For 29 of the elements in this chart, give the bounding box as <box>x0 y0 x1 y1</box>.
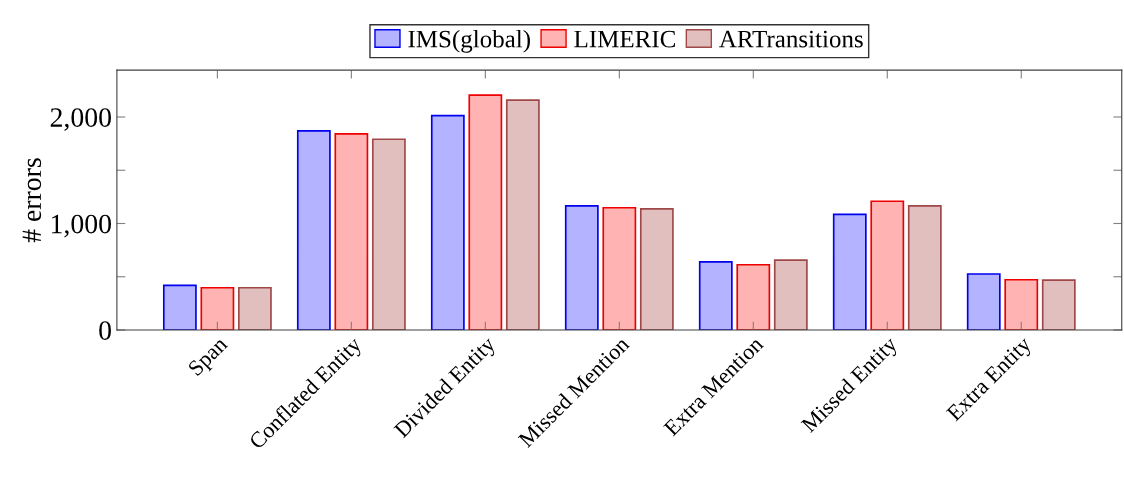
bar <box>162 284 197 330</box>
bar <box>639 207 674 330</box>
bar <box>296 130 331 330</box>
bar <box>1004 278 1039 330</box>
x-tick-label: Span <box>187 335 232 380</box>
y-tick-label: 2,000 <box>50 108 111 131</box>
bar <box>832 213 867 330</box>
legend-label: LIMERIC <box>574 30 675 48</box>
y-tick-label: 1,000 <box>51 214 111 238</box>
bar <box>371 138 406 330</box>
bar <box>966 273 1001 330</box>
bar <box>468 94 503 330</box>
bar <box>870 200 905 330</box>
bar <box>430 114 465 330</box>
bar <box>564 204 599 330</box>
bar <box>1041 279 1076 330</box>
bar <box>698 261 733 330</box>
bar <box>907 205 942 330</box>
bar <box>602 206 637 330</box>
legend-label: ARTransitions <box>719 30 863 48</box>
bar <box>237 286 272 330</box>
bar <box>773 259 808 330</box>
bar <box>200 286 235 330</box>
y-tick-label: 0 <box>99 321 111 340</box>
bar <box>505 99 540 330</box>
bar <box>736 263 771 330</box>
legend-label: IMS(global) <box>408 29 530 53</box>
y-axis-title: # errors <box>22 158 42 243</box>
bar <box>334 133 369 330</box>
